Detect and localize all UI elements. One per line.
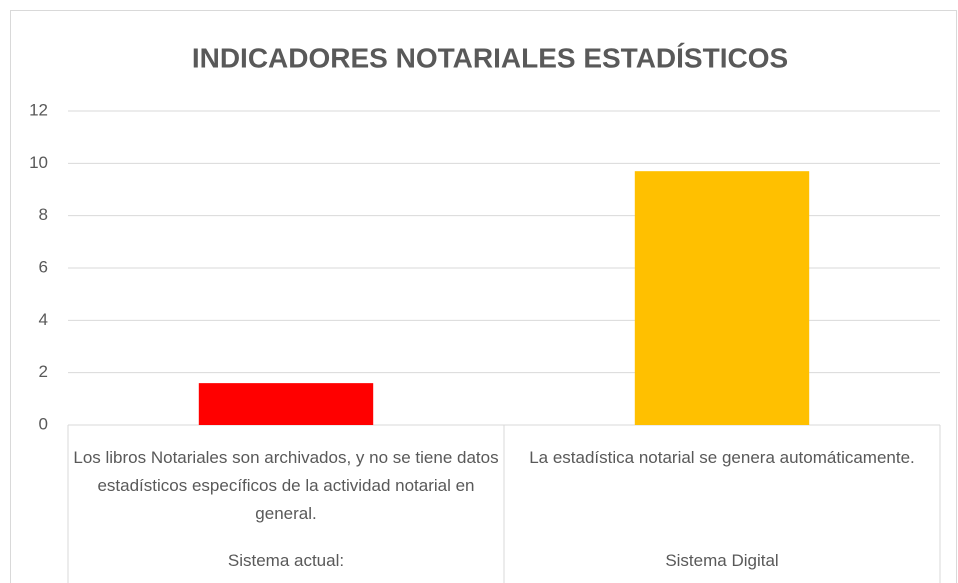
chart-title: INDICADORES NOTARIALES ESTADÍSTICOS	[192, 42, 788, 73]
y-tick-label: 8	[39, 205, 48, 224]
bar	[198, 383, 374, 425]
bar	[634, 171, 810, 425]
x-tick-label: La estadística notarial se genera automá…	[529, 448, 915, 467]
y-tick-label: 4	[39, 310, 48, 329]
category-group-label: Sistema Digital	[665, 551, 779, 570]
y-tick-label: 6	[39, 257, 48, 276]
y-tick-label: 12	[29, 100, 48, 119]
category-group-label: Sistema actual:	[227, 551, 345, 570]
y-tick-label: 2	[39, 362, 48, 381]
x-tick-label: Los libros Notariales son archivados, y …	[73, 448, 499, 523]
y-tick-label: 10	[29, 153, 48, 172]
y-tick-label: 0	[39, 414, 48, 433]
